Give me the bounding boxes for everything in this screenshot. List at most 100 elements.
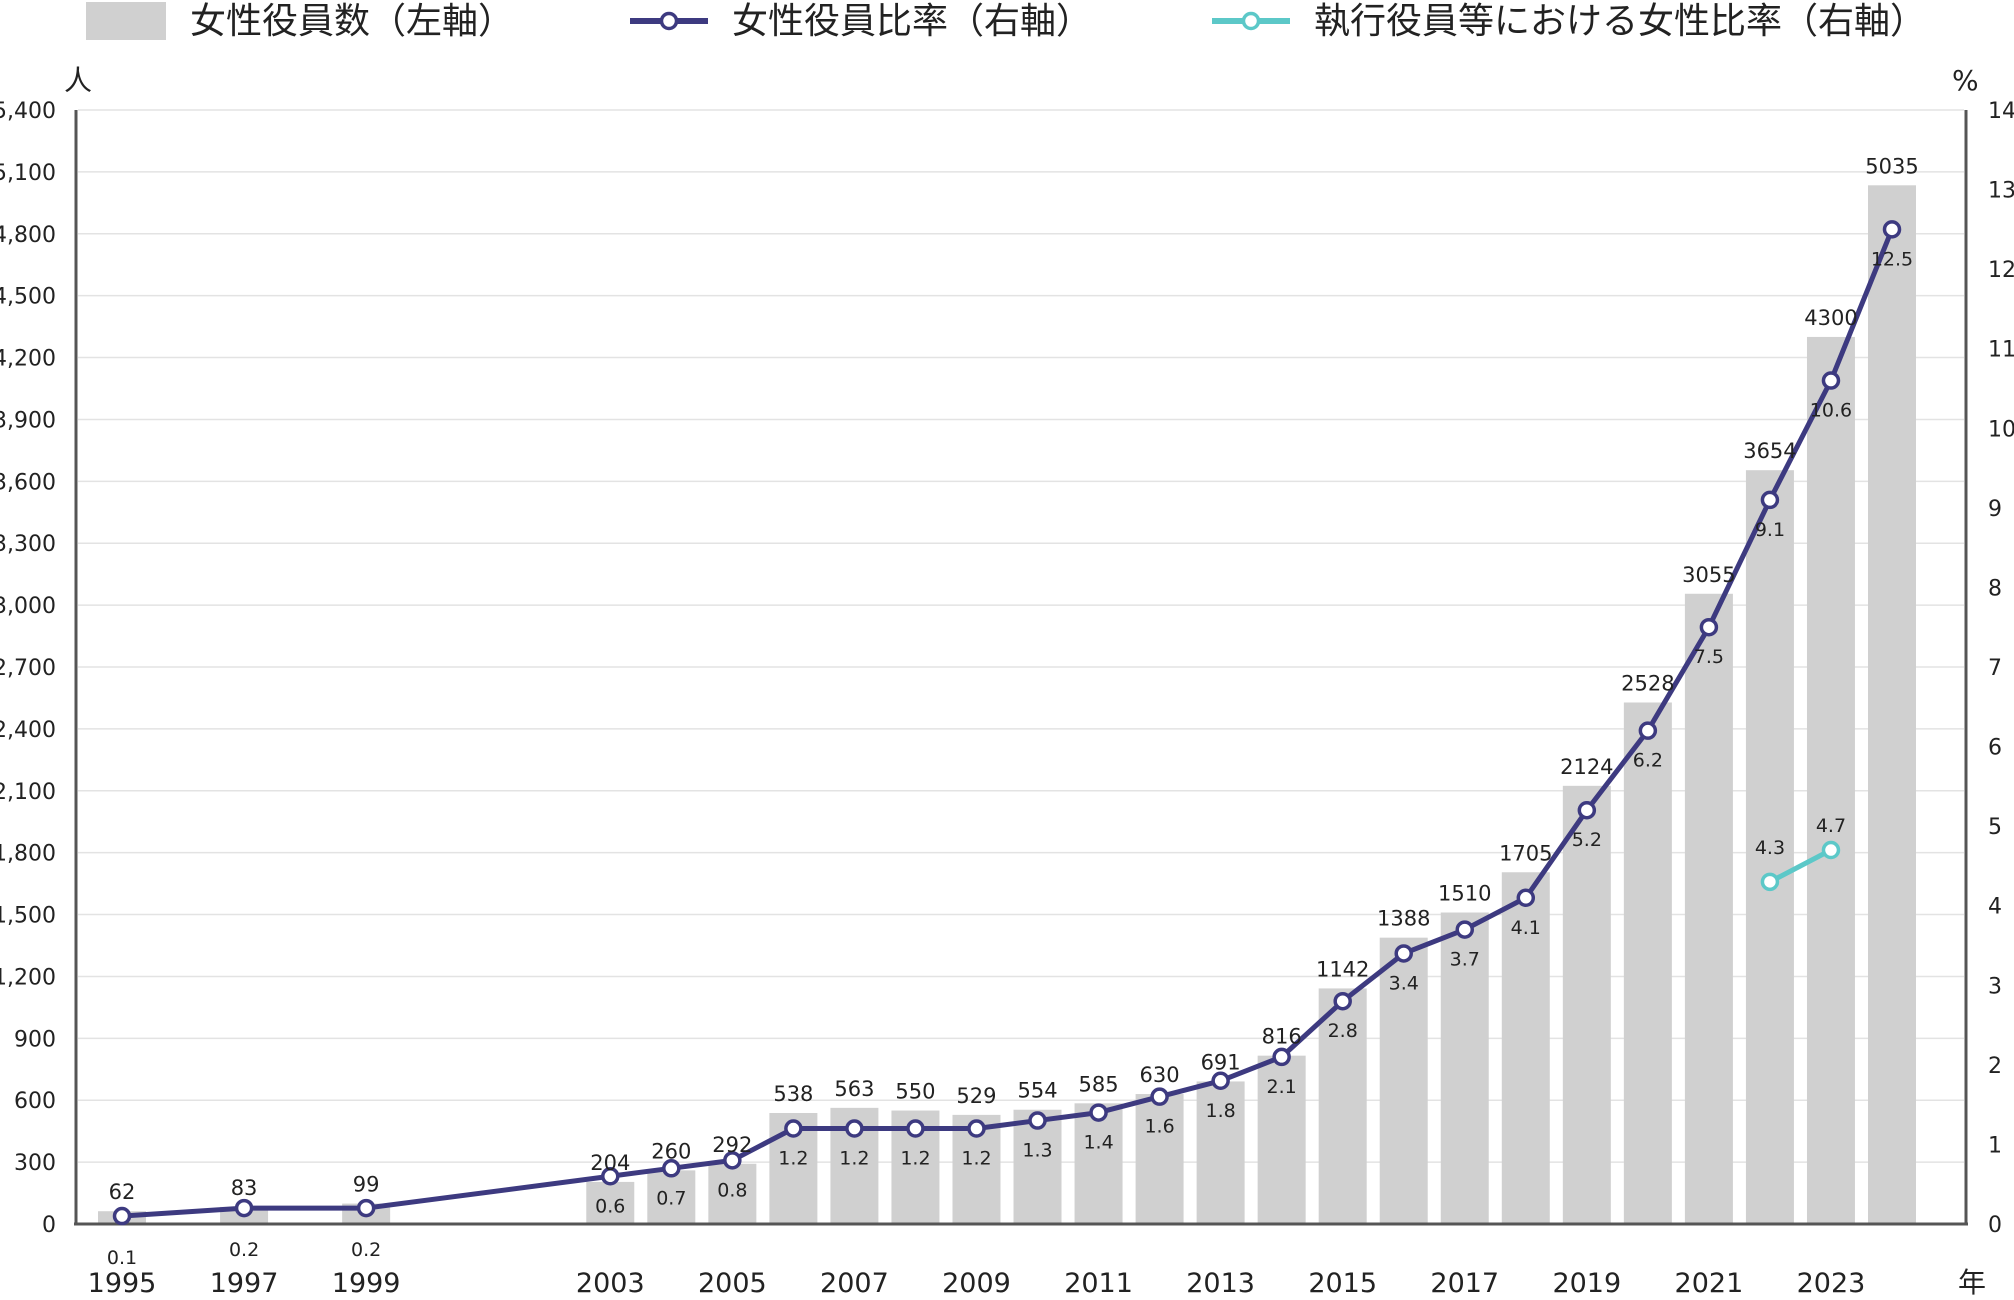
x-tick-label: 2007 — [820, 1268, 889, 1299]
bar-value-label: 99 — [353, 1173, 380, 1197]
ratio-value-label: 0.2 — [229, 1239, 259, 1261]
ratio-point — [1577, 800, 1597, 820]
left-tick-label: 600 — [14, 1089, 56, 1114]
exec-ratio-point — [1821, 840, 1841, 860]
ratio-point — [1638, 721, 1658, 740]
right-tick-label: 4 — [1988, 895, 2002, 920]
right-tick-label: 0 — [1988, 1213, 2002, 1238]
ratio-point — [601, 1167, 620, 1186]
left-tick-label: 1,200 — [0, 965, 56, 990]
ratio-value-label: 0.8 — [717, 1179, 747, 1201]
ratio-point — [1882, 220, 1902, 239]
right-tick-label: 13 — [1988, 179, 2014, 204]
left-tick-label: 300 — [14, 1151, 56, 1176]
bar-value-label: 691 — [1201, 1050, 1241, 1074]
ratio-value-label: 7.5 — [1694, 646, 1724, 668]
ratio-value-label: 0.6 — [595, 1195, 625, 1217]
ratio-point — [1089, 1103, 1108, 1122]
ratio-value-label: 4.1 — [1511, 917, 1541, 939]
ratio-point — [723, 1151, 742, 1170]
right-tick-label: 3 — [1988, 974, 2002, 999]
ratio-point — [234, 1198, 254, 1218]
bar — [1623, 702, 1672, 1224]
legend-line-marker — [659, 11, 679, 31]
legend-line2-label: 執行役員等における女性比率（右軸） — [1314, 1, 1926, 42]
bar-value-label: 1388 — [1377, 907, 1430, 931]
ratio-value-label: 10.6 — [1810, 400, 1852, 422]
ratio-point — [1821, 371, 1841, 390]
x-axis-unit: 年 — [1958, 1266, 1986, 1299]
ratio-value-label: 1.3 — [1022, 1140, 1052, 1162]
bar-value-label: 4300 — [1804, 306, 1857, 330]
x-tick-label: 2003 — [576, 1268, 645, 1299]
bar — [1868, 185, 1916, 1225]
x-tick-label: 1995 — [88, 1268, 157, 1299]
ratio-point — [1394, 944, 1413, 963]
ratio-point — [784, 1119, 803, 1138]
ratio-value-label: 6.2 — [1633, 750, 1663, 772]
left-tick-label: 5,100 — [0, 161, 56, 186]
ratio-value-label: 1.6 — [1144, 1116, 1174, 1138]
left-tick-label: 0 — [42, 1213, 56, 1238]
ratio-point — [1699, 617, 1719, 637]
right-tick-label: 11 — [1988, 338, 2014, 363]
bar-value-label: 585 — [1079, 1072, 1119, 1096]
bar-value-label: 529 — [956, 1084, 996, 1108]
bar — [1379, 937, 1428, 1224]
bar-value-label: 260 — [651, 1139, 691, 1163]
right-tick-label: 7 — [1988, 656, 2002, 681]
ratio-value-label: 1.2 — [961, 1148, 991, 1170]
ratio-value-label: 12.5 — [1871, 248, 1913, 270]
right-tick-label: 14 — [1988, 99, 2014, 124]
x-tick-label: 2005 — [698, 1268, 767, 1299]
ratio-point — [112, 1206, 132, 1226]
left-tick-label: 900 — [14, 1027, 56, 1052]
exec-ratio-value-label: 4.3 — [1755, 837, 1785, 859]
left-tick-label: 2,700 — [0, 656, 56, 681]
legend: 女性役員数（左軸） 女性役員比率（右軸） 執行役員等における女性比率（右軸） — [86, 1, 1926, 42]
legend-line-label: 女性役員比率（右軸） — [732, 1, 1092, 42]
ratio-value-label: 3.4 — [1389, 972, 1419, 994]
lines — [112, 220, 1902, 1226]
data-labels: 62 83 99 204 260 292 538 563 550 529 554 585 630 691 8… — [107, 154, 1919, 1269]
left-tick-label: 2,400 — [0, 718, 56, 743]
left-tick-label: 5,400 — [0, 99, 56, 124]
bar-value-label: 563 — [834, 1077, 874, 1101]
bar-value-label: 1510 — [1438, 881, 1491, 905]
right-tick-label: 5 — [1988, 815, 2002, 840]
bar-value-label: 62 — [109, 1180, 136, 1204]
ratio-value-label: 2.1 — [1267, 1076, 1297, 1098]
ratio-value-label: 1.2 — [778, 1148, 808, 1170]
ratio-point — [906, 1119, 925, 1138]
ratio-point — [1455, 920, 1475, 939]
bar-value-label: 1705 — [1499, 841, 1552, 865]
left-tick-label: 2,100 — [0, 780, 56, 805]
bar — [1806, 336, 1855, 1225]
right-tick-label: 2 — [1988, 1054, 2002, 1079]
legend-line2-marker — [1241, 11, 1261, 31]
left-tick-label: 3,900 — [0, 408, 56, 433]
left-axis-unit: 人 — [64, 64, 92, 97]
ratio-point — [1211, 1071, 1230, 1091]
right-tick-label: 8 — [1988, 576, 2002, 601]
bar-value-label: 204 — [590, 1151, 630, 1175]
ratio-point — [662, 1159, 681, 1178]
ratio-value-label: 0.2 — [351, 1239, 381, 1261]
bar — [1196, 1081, 1245, 1224]
right-tick-label: 6 — [1988, 736, 2002, 761]
ratio-point — [1760, 490, 1780, 510]
bar-value-label: 554 — [1017, 1079, 1057, 1103]
ratio-value-label: 3.7 — [1450, 949, 1480, 971]
ratio-value-label: 1.4 — [1083, 1132, 1113, 1154]
left-tick-label: 3,600 — [0, 470, 56, 495]
bar-value-label: 630 — [1140, 1063, 1180, 1087]
ratio-value-label: 9.1 — [1755, 519, 1785, 541]
ratio-point — [1150, 1087, 1169, 1106]
bar-value-label: 816 — [1262, 1025, 1302, 1049]
x-tick-label: 2017 — [1430, 1268, 1499, 1299]
right-axis-unit: % — [1952, 64, 1979, 97]
ratio-point — [1272, 1047, 1291, 1067]
axes — [74, 110, 1968, 1226]
left-tick-label: 3,300 — [0, 532, 56, 557]
bar-value-label: 550 — [895, 1080, 935, 1104]
